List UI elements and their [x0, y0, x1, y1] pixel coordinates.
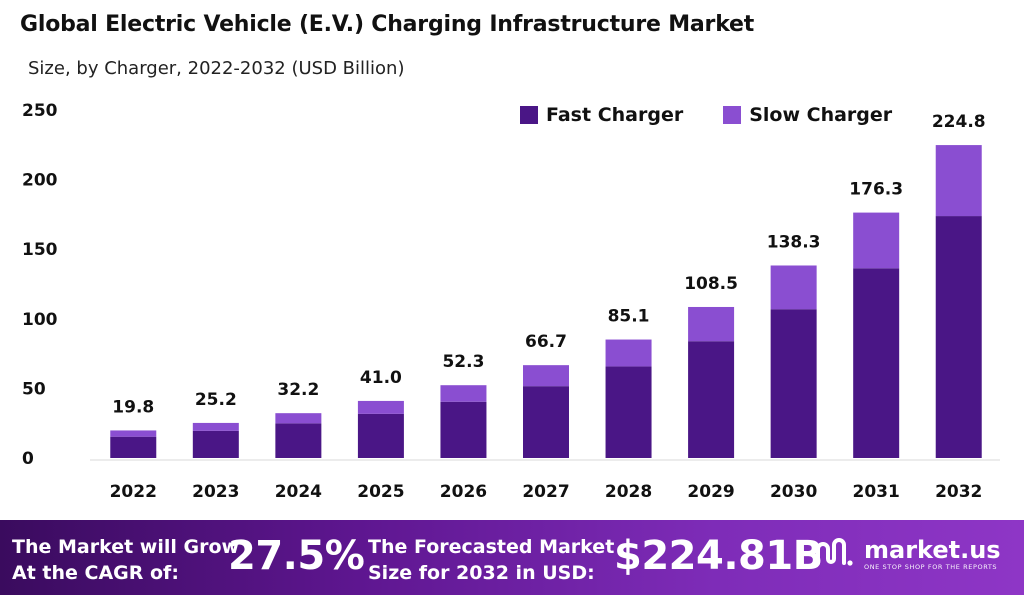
bar-slow-charger: [357, 400, 404, 414]
bar-slow-charger: [440, 385, 487, 402]
bar-slow-charger: [853, 212, 900, 269]
cagr-value: 27.5%: [228, 533, 365, 579]
forecast-caption-line1: The Forecasted Market: [368, 536, 615, 558]
bar-total-label: 108.5: [684, 274, 738, 294]
x-tick-label: 2029: [687, 482, 734, 502]
cagr-caption-line2: At the CAGR of:: [12, 562, 179, 584]
bar-total-label: 25.2: [195, 390, 237, 410]
brand-tagline: ONE STOP SHOP FOR THE REPORTS: [864, 563, 998, 571]
bar-total-label: 138.3: [767, 232, 821, 252]
x-tick-label: 2023: [192, 482, 239, 502]
y-tick-label: 250: [22, 101, 58, 121]
x-tick-label: 2027: [522, 482, 569, 502]
bar-total-label: 224.8: [932, 112, 986, 132]
bar-slow-charger: [935, 145, 982, 217]
bar-fast-charger: [853, 268, 900, 458]
legend-item-slow: Slow Charger: [723, 104, 892, 126]
bar-total-label: 66.7: [525, 332, 567, 352]
x-tick-label: 2031: [853, 482, 900, 502]
x-tick-label: 2032: [935, 482, 982, 502]
y-tick-label: 0: [22, 449, 34, 469]
cagr-caption: The Market will Grow At the CAGR of:: [12, 534, 239, 586]
forecast-caption-line2: Size for 2032 in USD:: [368, 562, 595, 584]
bar-fast-charger: [770, 309, 817, 458]
bar-fast-charger: [935, 216, 982, 458]
bar-slow-charger: [523, 365, 569, 387]
bar-slow-charger: [192, 422, 239, 431]
bar-total-label: 85.1: [608, 307, 650, 327]
chart-subtitle: Size, by Charger, 2022-2032 (USD Billion…: [28, 58, 405, 79]
stacked-bar-chart: 0 50 100 150 200 250 19.8 2022 25.2 2023 32.2 2024 4…: [22, 101, 1000, 502]
y-tick-label: 200: [22, 171, 58, 191]
bar-fast-charger: [440, 401, 487, 458]
legend: Fast Charger Slow Charger: [520, 104, 892, 126]
x-tick-label: 2022: [110, 482, 157, 502]
bar-fast-charger: [688, 341, 735, 458]
y-tick-label: 50: [22, 379, 46, 399]
bar-total-label: 32.2: [277, 380, 319, 400]
legend-label-slow: Slow Charger: [749, 104, 893, 126]
legend-label-fast: Fast Charger: [546, 104, 684, 126]
cagr-caption-line1: The Market will Grow: [12, 536, 240, 558]
summary-banner: The Market will Grow At the CAGR of: 27.…: [0, 520, 1024, 595]
bar-fast-charger: [357, 413, 404, 458]
bar-fast-charger: [605, 366, 652, 458]
chart-card: Global Electric Vehicle (E.V.) Charging …: [20, 12, 1000, 502]
bar-slow-charger: [275, 413, 322, 424]
bar-fast-charger: [192, 430, 239, 458]
bar-total-label: 19.8: [112, 397, 154, 417]
legend-swatch-fast: [520, 106, 538, 124]
y-tick-label: 100: [22, 310, 58, 330]
bar-fast-charger: [523, 386, 569, 458]
legend-swatch-slow: [723, 106, 742, 124]
bar-fast-charger: [275, 423, 322, 458]
brand-logo: market.us ONE STOP SHOP FOR THE REPORTS: [812, 537, 1001, 571]
bar-slow-charger: [688, 306, 735, 342]
y-tick-label: 150: [22, 240, 58, 260]
bar-slow-charger: [770, 265, 817, 310]
x-tick-label: 2028: [605, 482, 652, 502]
market-us-logo-icon: [816, 538, 853, 566]
bar-slow-charger: [110, 430, 157, 437]
bar-fast-charger: [110, 436, 157, 458]
forecast-caption: The Forecasted Market Size for 2032 in U…: [368, 534, 614, 586]
brand-name: market.us: [864, 536, 1001, 564]
forecast-value: $224.81B: [614, 533, 823, 579]
x-tick-label: 2026: [440, 482, 487, 502]
chart-title: Global Electric Vehicle (E.V.) Charging …: [20, 12, 755, 37]
bar-total-label: 52.3: [442, 352, 484, 372]
bar-slow-charger: [605, 339, 652, 367]
x-tick-label: 2025: [357, 482, 404, 502]
bar-total-label: 41.0: [360, 368, 402, 388]
legend-item-fast: Fast Charger: [520, 104, 683, 126]
x-tick-label: 2024: [275, 482, 322, 502]
x-tick-label: 2030: [770, 482, 817, 502]
bar-total-label: 176.3: [849, 180, 903, 200]
